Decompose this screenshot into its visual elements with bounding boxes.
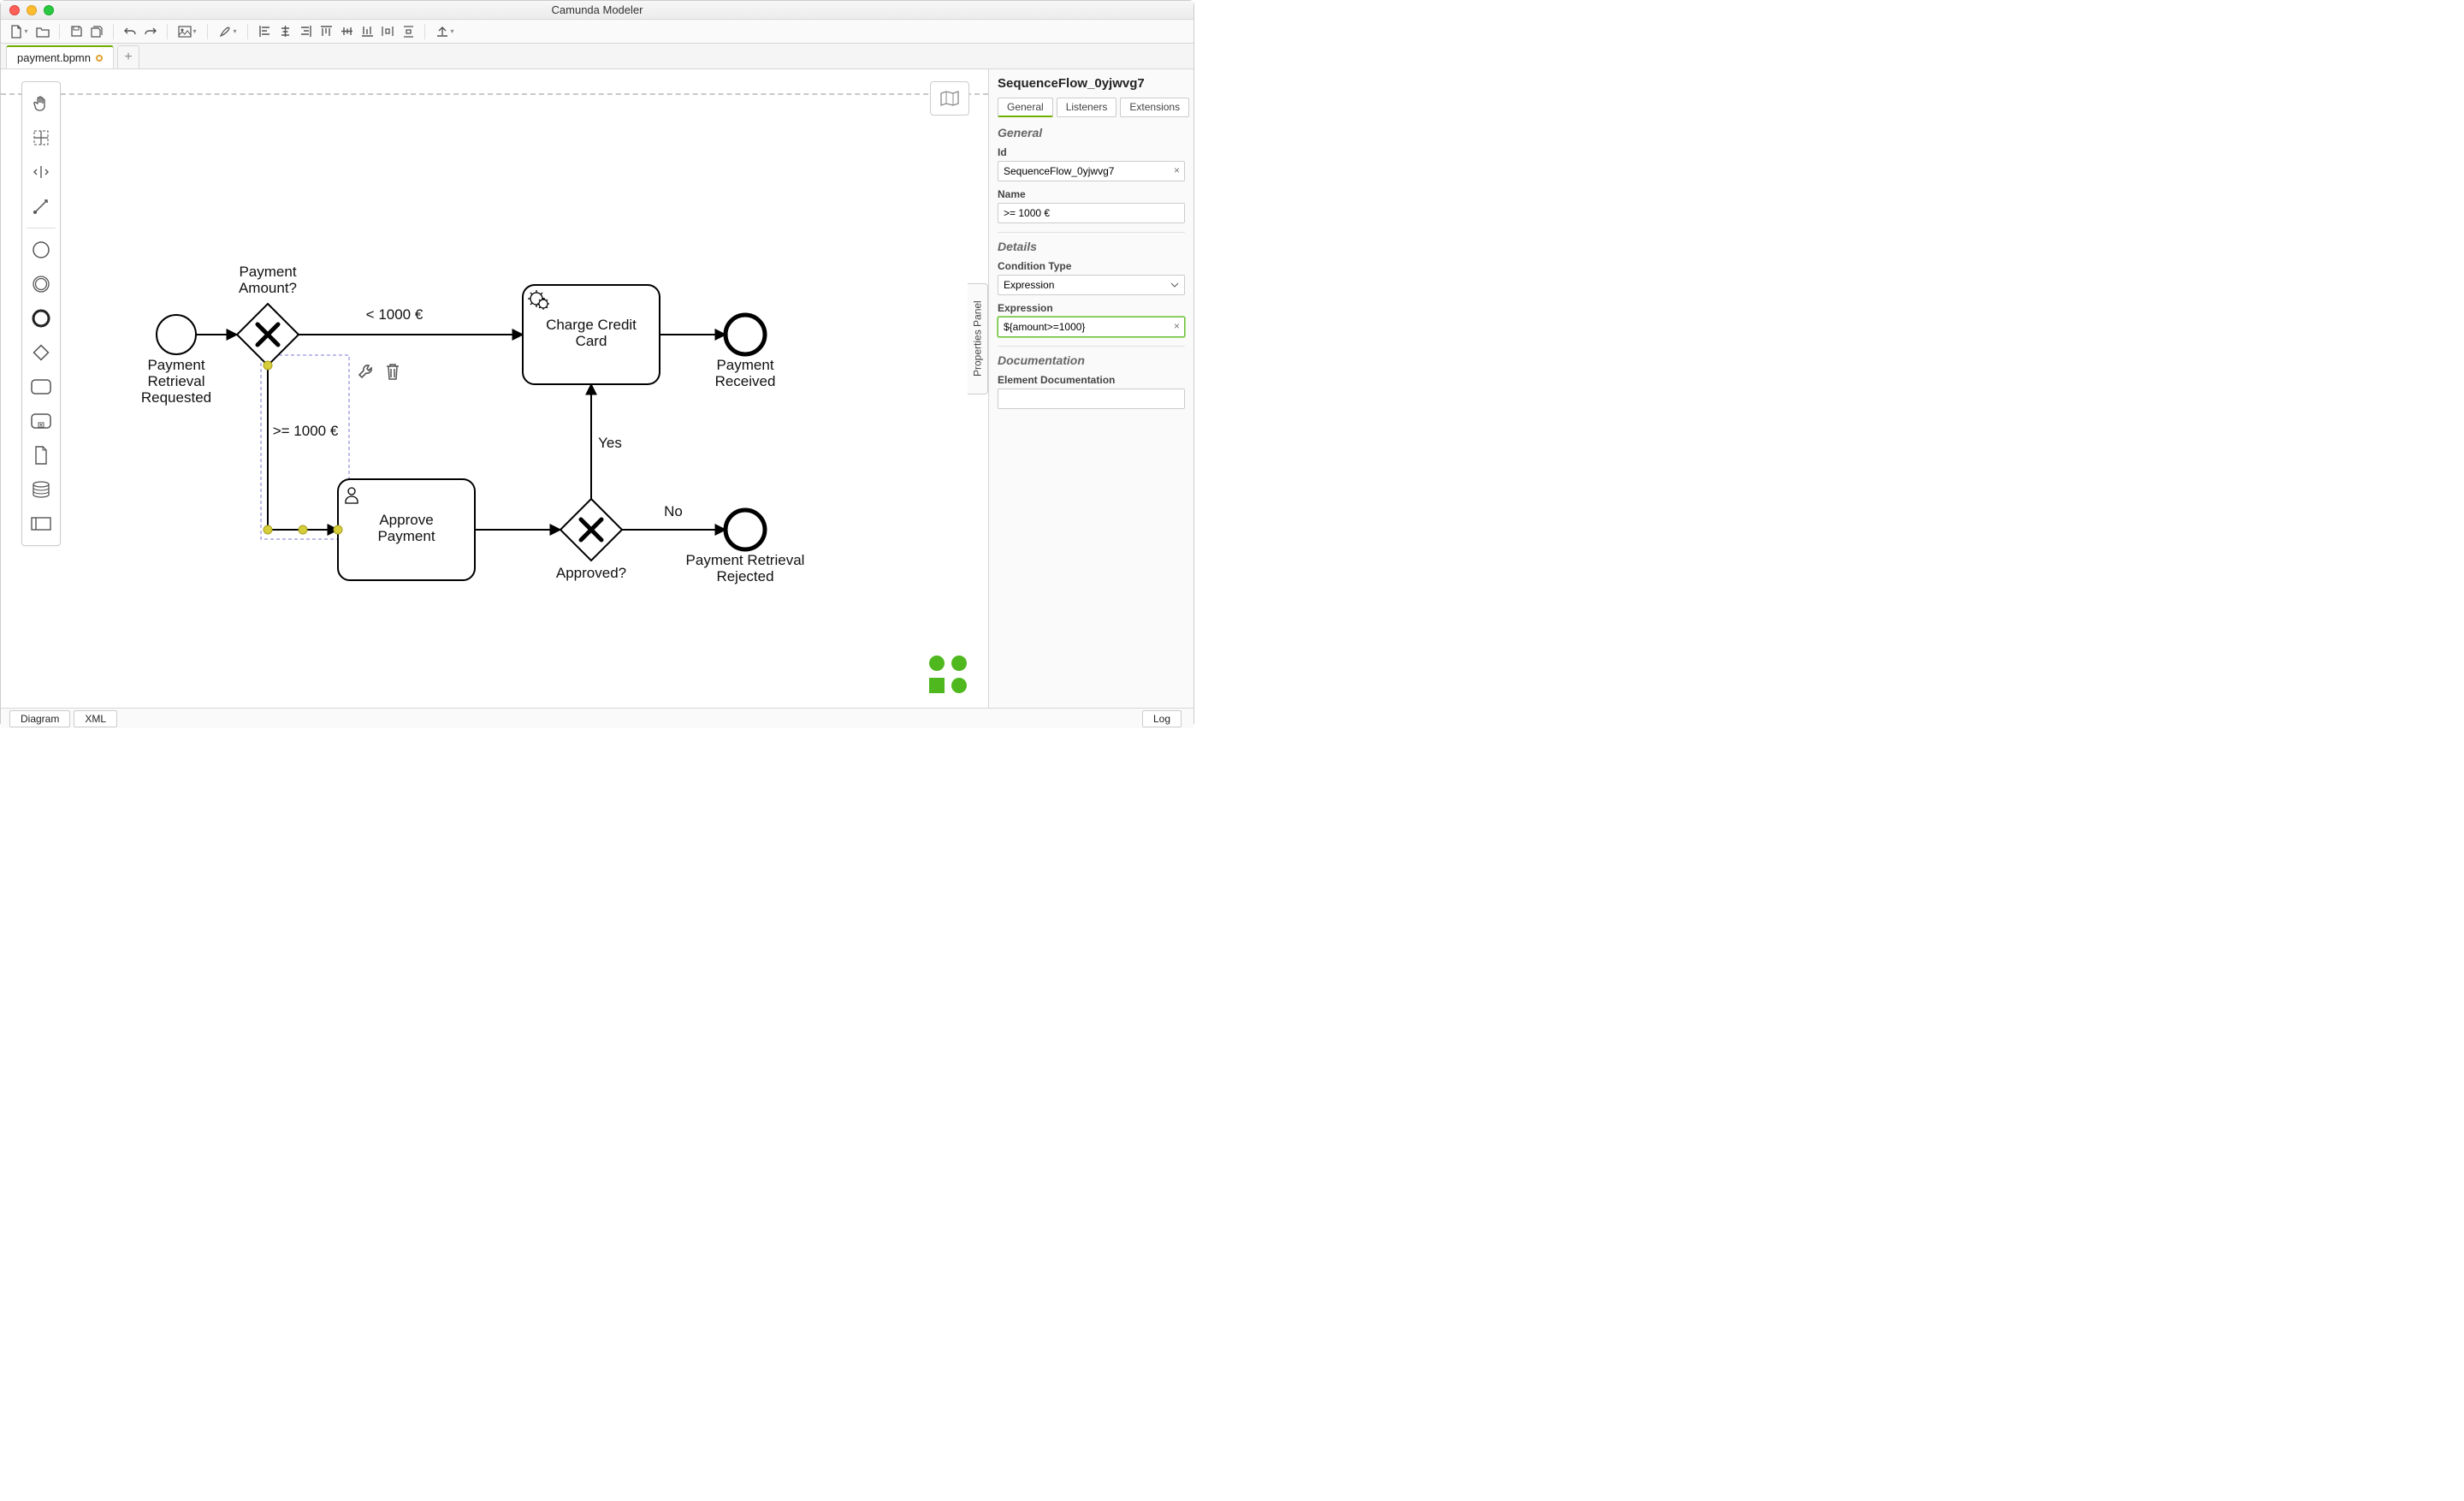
selection-context-pad <box>357 362 401 385</box>
properties-panel: SequenceFlow_0yjwvg7 General Listeners E… <box>988 69 1194 708</box>
condition-type-select[interactable]: Expression <box>998 275 1185 295</box>
save-all-button[interactable] <box>87 22 106 41</box>
svg-text:Approve: Approve <box>379 512 433 528</box>
add-tab-button[interactable]: + <box>117 45 139 68</box>
new-file-button[interactable]: ▾ <box>6 22 32 41</box>
properties-tabs: General Listeners Extensions <box>998 98 1185 117</box>
properties-tab-general[interactable]: General <box>998 98 1053 117</box>
diagram-canvas[interactable]: Properties Panel < 1000 € >= 1000 € Yes No P… <box>1 69 988 708</box>
log-button[interactable]: Log <box>1142 710 1182 727</box>
group-general-title: General <box>998 126 1185 139</box>
group-details-title: Details <box>998 232 1185 253</box>
svg-text:Payment Retrieval: Payment Retrieval <box>686 552 805 568</box>
element-doc-label: Element Documentation <box>998 374 1185 386</box>
group-docs-title: Documentation <box>998 346 1185 367</box>
svg-text:Amount?: Amount? <box>239 280 297 296</box>
save-button[interactable] <box>67 22 86 41</box>
bottom-bar: Diagram XML Log <box>1 708 1194 728</box>
svg-text:< 1000 €: < 1000 € <box>366 306 424 323</box>
deploy-button[interactable]: ▾ <box>432 22 458 41</box>
color-picker-button[interactable]: ▾ <box>215 22 240 41</box>
properties-title: SequenceFlow_0yjwvg7 <box>998 76 1185 91</box>
svg-text:Card: Card <box>576 333 607 349</box>
expression-input[interactable] <box>998 317 1185 337</box>
id-field-label: Id <box>998 146 1185 158</box>
align-center-button[interactable] <box>275 22 294 41</box>
svg-text:Requested: Requested <box>141 389 211 406</box>
id-field-input[interactable] <box>998 161 1185 181</box>
svg-text:Charge Credit: Charge Credit <box>546 317 637 333</box>
toolbar: ▾ ▾ ▾ ▾ <box>1 20 1194 44</box>
open-file-button[interactable] <box>33 22 52 41</box>
clear-id-icon[interactable]: × <box>1174 164 1180 176</box>
file-tabs: payment.bpmn + <box>1 44 1194 69</box>
svg-text:Rejected: Rejected <box>716 568 773 584</box>
trash-icon[interactable] <box>384 362 401 385</box>
svg-text:>= 1000 €: >= 1000 € <box>273 423 339 439</box>
svg-text:Payment: Payment <box>147 357 204 373</box>
camunda-logo-icon <box>927 653 969 696</box>
align-bottom-button[interactable] <box>358 22 376 41</box>
svg-text:Payment: Payment <box>239 264 296 280</box>
file-tab-payment[interactable]: payment.bpmn <box>6 45 114 68</box>
properties-panel-toggle[interactable]: Properties Panel <box>968 283 988 395</box>
align-right-button[interactable] <box>296 22 315 41</box>
window-title: Camunda Modeler <box>1 3 1194 16</box>
properties-tab-listeners[interactable]: Listeners <box>1057 98 1117 117</box>
title-bar: Camunda Modeler <box>1 1 1194 20</box>
name-field-label: Name <box>998 188 1185 200</box>
redo-button[interactable] <box>141 22 160 41</box>
svg-text:No: No <box>664 503 683 519</box>
undo-button[interactable] <box>121 22 139 41</box>
clear-expression-icon[interactable]: × <box>1174 320 1180 332</box>
name-field-input[interactable] <box>998 203 1185 223</box>
element-doc-input[interactable] <box>998 389 1185 409</box>
svg-text:Approved?: Approved? <box>556 565 626 581</box>
view-tab-diagram[interactable]: Diagram <box>9 710 70 727</box>
svg-text:Payment: Payment <box>716 357 773 373</box>
align-middle-button[interactable] <box>337 22 356 41</box>
view-tab-xml[interactable]: XML <box>74 710 117 727</box>
expression-label: Expression <box>998 302 1185 314</box>
align-left-button[interactable] <box>255 22 274 41</box>
image-export-button[interactable]: ▾ <box>175 22 200 41</box>
distribute-horz-button[interactable] <box>378 22 397 41</box>
properties-tab-extensions[interactable]: Extensions <box>1120 98 1189 117</box>
unsaved-indicator-icon <box>96 55 103 62</box>
bpmn-diagram[interactable]: < 1000 €>= 1000 €YesNoPaymentRetrievalRe… <box>1 69 968 708</box>
wrench-icon[interactable] <box>357 362 376 385</box>
file-tab-label: payment.bpmn <box>17 51 91 64</box>
svg-text:Received: Received <box>715 373 776 389</box>
svg-text:Payment: Payment <box>377 528 435 544</box>
condition-type-label: Condition Type <box>998 260 1185 272</box>
distribute-vert-button[interactable] <box>399 22 418 41</box>
svg-text:Yes: Yes <box>598 435 622 451</box>
align-top-button[interactable] <box>317 22 335 41</box>
svg-text:Retrieval: Retrieval <box>147 373 204 389</box>
